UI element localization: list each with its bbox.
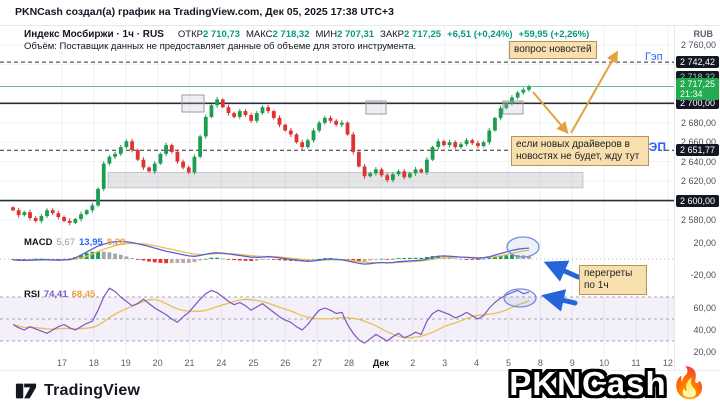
symbol-title: Индекс Мосбиржи · 1ч · RUS — [24, 29, 164, 40]
macd-tick: -20,00 — [690, 269, 716, 280]
price-tick: 2 640,00 — [680, 156, 716, 167]
time-tick: 26 — [280, 358, 291, 368]
high-value: 2 718,32 — [272, 29, 310, 40]
current-price-value: 2 717,25 — [679, 78, 715, 89]
high-label: МАКС — [245, 29, 273, 40]
pkncash-wordmark: PKNCash — [509, 365, 667, 402]
rsi-tick: 20,00 — [693, 347, 716, 357]
time-tick: 8 — [537, 358, 543, 368]
volume-note: Объём: Поставщик данных не предоставляет… — [24, 41, 417, 52]
candlestick-series — [11, 84, 531, 226]
macd-pane — [0, 240, 674, 265]
time-tick: 19 — [120, 358, 131, 368]
rsi-value: 74,41 — [43, 289, 68, 300]
open-value: 2 710,73 — [202, 29, 240, 40]
close-label: ЗАКР — [380, 29, 405, 40]
price-levels — [0, 61, 674, 202]
price-tick: 2 680,00 — [680, 117, 716, 128]
total-change: +59,95 (+2,26%) — [518, 29, 590, 40]
time-tick: 18 — [88, 358, 99, 368]
pkncash-logo: PKNCash 🔥 — [509, 365, 708, 403]
analyst-drawings[interactable] — [503, 50, 618, 312]
time-tick: 20 — [152, 358, 163, 368]
rsi-tick: 60,00 — [693, 303, 716, 313]
attribution-text: PKNCash создал(а) график на TradingView.… — [15, 6, 394, 18]
macd-hist-value: 5,67 — [56, 237, 76, 248]
time-axis[interactable]: 17 18 19 20 21 24 25 26 27 28 Дек 2 3 4 5 8 9 10 11 12 — [0, 356, 674, 370]
time-tick: Дек — [372, 358, 389, 368]
price-tick: 2 660,00 — [680, 137, 716, 148]
bar-countdown: 21:34 — [679, 88, 703, 99]
time-tick: 11 — [631, 358, 641, 368]
time-tick: 12 — [662, 358, 673, 368]
currency-label: RUB — [693, 29, 714, 39]
time-tick: 4 — [474, 358, 480, 368]
price-line-label: 2 600,00 — [675, 194, 719, 207]
macd-line-value: 13,95 — [79, 237, 103, 248]
macd-tick: 20,00 — [693, 238, 716, 249]
fire-emoji-icon: 🔥 — [670, 367, 708, 400]
close-value: 2 717,25 — [404, 29, 442, 40]
current-price-label: 2 717,25 21:34 — [675, 77, 719, 100]
time-tick: 3 — [442, 358, 448, 368]
time-tick: 9 — [569, 358, 575, 368]
price-tick: 2 620,00 — [680, 176, 716, 187]
attribution-bar: PKNCash создал(а) график на TradingView.… — [0, 0, 720, 26]
time-tick: 27 — [312, 358, 323, 368]
open-label: ОТКР — [177, 29, 203, 40]
rsi-tick: 40,00 — [693, 325, 716, 335]
note-overheated[interactable]: перегреты по 1ч — [579, 265, 647, 295]
note-news-question[interactable]: вопрос новостей — [509, 41, 597, 59]
low-value: 2 707,31 — [337, 29, 375, 40]
footer-bar: TradingView PKNCash 🔥 — [0, 365, 720, 411]
macd-signal-value: 8,28 — [106, 237, 126, 248]
rsi-legend[interactable]: RSI 74,41 68,45 — [24, 289, 99, 300]
rsi-ma-value: 68,45 — [71, 289, 96, 300]
price-line-label: 2 742,42 — [675, 56, 719, 69]
price-axis[interactable]: RUB 2 718,32 2 717,25 21:34 2 760,00 2 680… — [674, 25, 720, 370]
macd-legend[interactable]: MACD 5,67 13,95 8,28 — [24, 237, 129, 248]
bar-change: +6,51 (+0,24%) — [447, 29, 513, 40]
price-tick: 2 760,00 — [680, 40, 716, 50]
time-tick: 24 — [216, 358, 227, 368]
note-no-drivers[interactable]: если новых драйверов в новостях не будет… — [511, 136, 649, 166]
gap-boxes — [181, 94, 524, 115]
time-tick: 25 — [248, 358, 259, 368]
tradingview-wordmark: TradingView — [44, 382, 141, 399]
time-tick: 17 — [56, 358, 67, 368]
time-tick: 28 — [343, 358, 354, 368]
rsi-pane — [12, 287, 530, 344]
symbol-legend[interactable]: Индекс Мосбиржи · 1ч · RUS ОТКР2 710,73 МА… — [24, 29, 589, 40]
price-line-label: 2 700,00 — [675, 97, 719, 110]
time-tick: 21 — [184, 358, 195, 368]
tradingview-logo: TradingView — [15, 380, 140, 402]
time-tick: 5 — [505, 358, 511, 368]
tradingview-mark-icon — [15, 383, 37, 399]
low-label: МИН — [315, 29, 338, 40]
time-tick: 2 — [410, 358, 416, 368]
time-tick: 10 — [599, 358, 610, 368]
macd-title: MACD — [24, 237, 53, 248]
price-line-label: 2 651,77 — [675, 144, 719, 157]
gap-note-top[interactable]: Гэп — [645, 51, 663, 63]
price-tick: 2 580,00 — [680, 214, 716, 225]
rsi-title: RSI — [24, 289, 40, 300]
consolidation-zone — [107, 171, 584, 189]
